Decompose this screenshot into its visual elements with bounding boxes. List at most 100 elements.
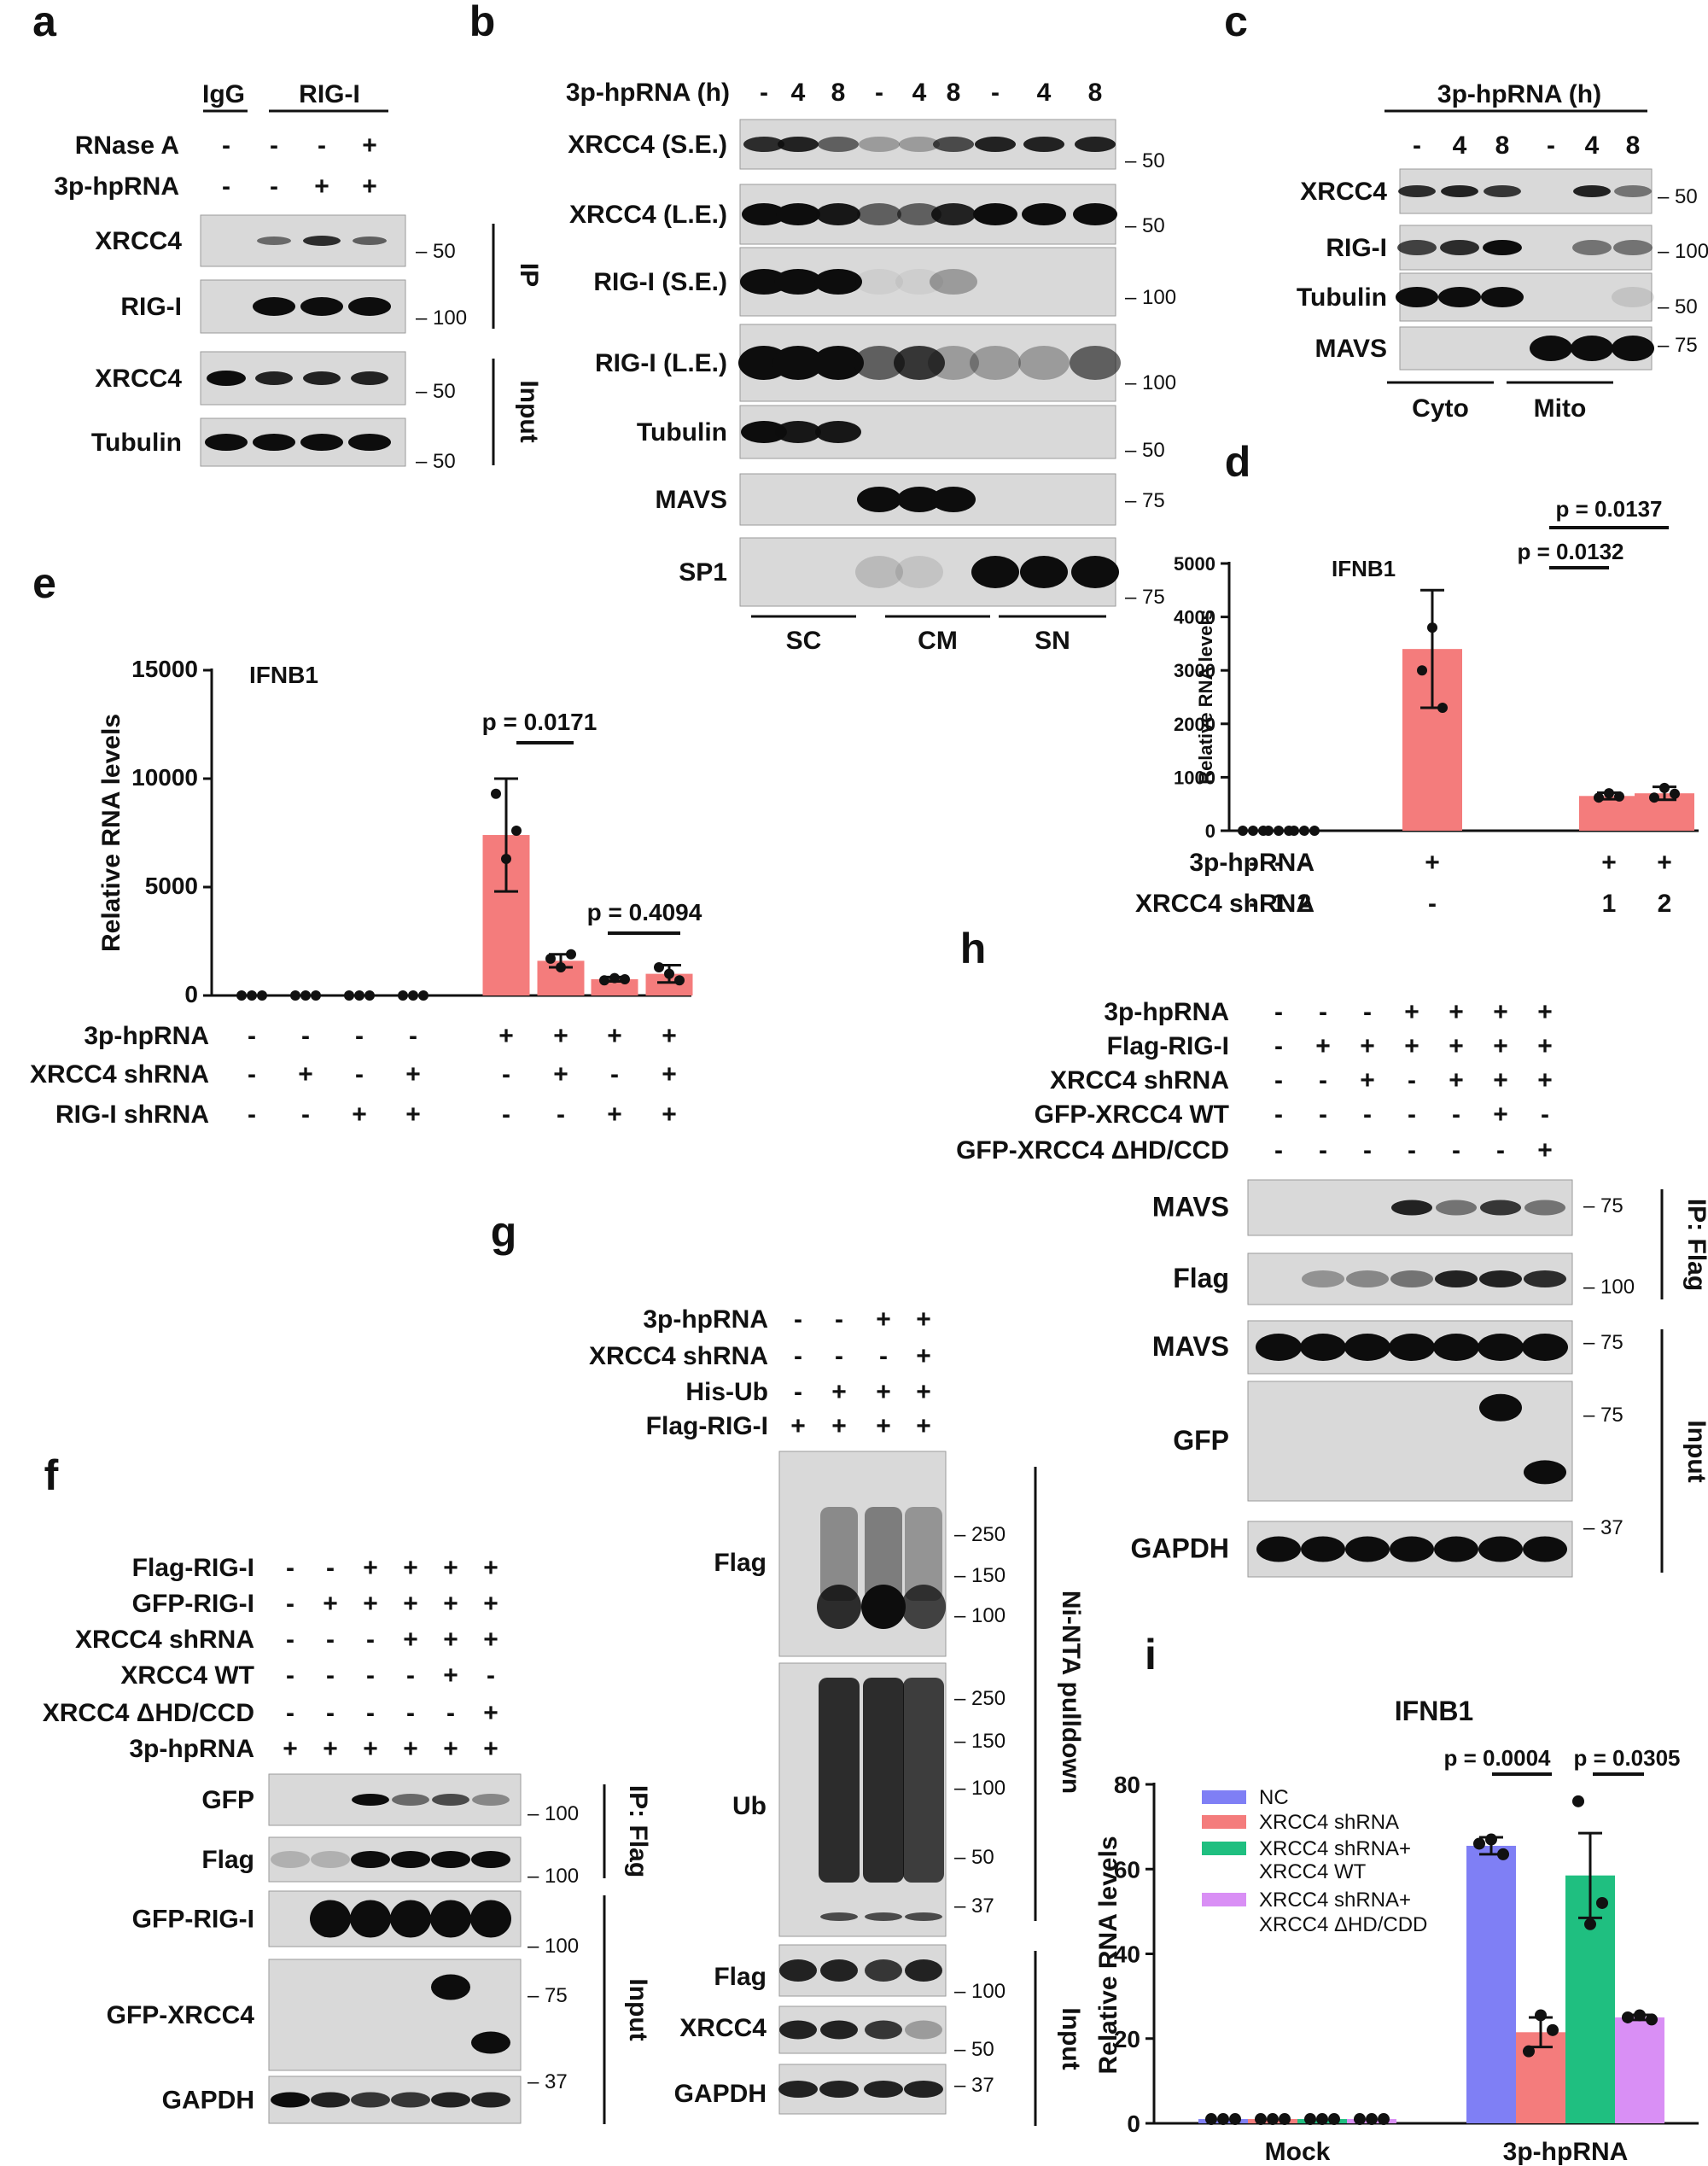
- f-1-band-1: [311, 1851, 350, 1868]
- f-blot-label-3: GFP-XRCC4: [107, 2001, 255, 2029]
- h-row-1-sign-3: +: [1404, 1032, 1419, 1060]
- b-3-band-5: [928, 346, 979, 380]
- i-title: IFNB1: [1395, 1696, 1473, 1726]
- i-pvalue-1: p = 0.0305: [1573, 1745, 1680, 1771]
- e-point-6-1: [609, 972, 620, 984]
- b-4-band-2: [815, 421, 861, 443]
- h-row-3-sign-4: -: [1452, 1101, 1460, 1129]
- e-row-2-sign-4: -: [502, 1101, 510, 1129]
- i-point-1-1-1: [1535, 2009, 1547, 2022]
- i-point-0-1-2: [1497, 1848, 1509, 1860]
- h-0-band-6: [1524, 1200, 1565, 1216]
- g-flag-smear-2: [865, 1507, 902, 1601]
- f-row-3-sign-5: -: [487, 1661, 495, 1690]
- f-row-4-sign-4: -: [446, 1699, 455, 1727]
- i-legend-swatch-2: [1202, 1842, 1246, 1855]
- h-1-band-4: [1435, 1270, 1478, 1287]
- f-row-2-sign-5: +: [483, 1626, 498, 1654]
- c-1-band-4: [1572, 240, 1612, 255]
- f-3-blot: [268, 1959, 522, 2071]
- g-4-band-1: [819, 2081, 859, 2098]
- e-point-3-1: [408, 990, 418, 1001]
- g-flag-smear-3: [905, 1507, 942, 1601]
- b-3-band-8: [1070, 346, 1121, 380]
- a-0-band-3: [353, 236, 387, 245]
- e-point-5-2: [566, 949, 576, 960]
- f-row-1-sign-5: +: [483, 1590, 498, 1618]
- f-row-5-sign-0: +: [283, 1735, 298, 1763]
- c-treatment-1: 4: [1453, 131, 1467, 160]
- d-point-0-0: [1238, 826, 1248, 836]
- h-4-band-5: [1478, 1536, 1523, 1562]
- f-row-3-sign-3: -: [406, 1661, 415, 1690]
- f-0-band-4: [432, 1794, 469, 1806]
- e-point-0-1: [247, 990, 257, 1001]
- a-1-band-2: [300, 297, 343, 316]
- d-ytick-label-1: 1000: [1174, 767, 1215, 788]
- b-0-band-4: [899, 137, 940, 152]
- b-treatment-2: 8: [831, 79, 846, 107]
- g-blot-label-2: Flag: [714, 1963, 767, 1991]
- b-treatment-1: 4: [791, 79, 806, 107]
- b-2-band-2: [814, 269, 862, 295]
- d-point-4-0: [1594, 792, 1604, 803]
- c-0-band-2: [1484, 185, 1521, 197]
- c-1-band-0: [1397, 240, 1437, 255]
- e-row-2-sign-0: -: [248, 1101, 256, 1129]
- h-4-band-2: [1345, 1536, 1390, 1562]
- i-legend-label-1: XRCC4 shRNA: [1259, 1811, 1399, 1834]
- h-row-1-sign-1: +: [1315, 1032, 1331, 1060]
- panel-letter-f: f: [44, 1451, 59, 1499]
- f-row-0-sign-2: +: [363, 1554, 378, 1582]
- b-6-band-3: [855, 556, 903, 588]
- g-ub-band-3: [905, 1912, 942, 1921]
- h-row-4-sign-6: +: [1537, 1136, 1553, 1165]
- g-3-band-3: [905, 2020, 942, 2040]
- h-row-0-sign-6: +: [1537, 998, 1553, 1026]
- g-row-1-sign-0: -: [794, 1342, 802, 1370]
- e-point-1-1: [300, 990, 311, 1001]
- a-2-band-1: [255, 371, 293, 385]
- c-marker-2: – 50: [1658, 295, 1698, 318]
- d-row-1-sign-3: -: [1428, 890, 1437, 918]
- b-treatment-label: 3p-hpRNA (h): [566, 79, 730, 107]
- g-marker-0: – 250: [954, 1523, 1006, 1546]
- i-point-3-0-0: [1354, 2113, 1366, 2126]
- f-row-3-label: XRCC4 WT: [120, 1661, 254, 1690]
- b-6-band-6: [971, 556, 1019, 588]
- f-marker-2: – 100: [528, 1935, 579, 1958]
- f-row-0-sign-5: +: [483, 1554, 498, 1582]
- i-point-3-0-1: [1366, 2113, 1378, 2126]
- i-pvalue-0: p = 0.0004: [1443, 1745, 1551, 1771]
- c-0-band-4: [1573, 185, 1611, 197]
- g-2-band-2: [865, 1959, 902, 1982]
- e-point-0-0: [236, 990, 247, 1001]
- d-ylabel: Relative RNA levels: [1195, 610, 1216, 785]
- c-blot-label-0: XRCC4: [1300, 178, 1387, 206]
- h-row-2-label: XRCC4 shRNA: [1050, 1066, 1229, 1095]
- g-row-1-label: XRCC4 shRNA: [589, 1342, 768, 1370]
- h-0-band-3: [1391, 1200, 1432, 1216]
- d-point-1-1: [1274, 826, 1284, 836]
- b-marker-2: – 100: [1125, 286, 1176, 309]
- b-1-band-8: [1073, 203, 1117, 225]
- a-header-rigi: RIG-I: [299, 80, 360, 108]
- e-row-1-sign-6: -: [610, 1060, 619, 1089]
- h-row-1-sign-0: -: [1274, 1032, 1283, 1060]
- g-row-0-label: 3p-hpRNA: [643, 1305, 768, 1334]
- h-marker-1: – 100: [1583, 1276, 1635, 1299]
- g-ub-band-2: [865, 1912, 902, 1921]
- g-marker-8: – 100: [954, 1980, 1006, 2003]
- g-blot-label-1: Ub: [732, 1792, 767, 1820]
- f-row-3-sign-1: -: [326, 1661, 335, 1690]
- f-row-4-sign-1: -: [326, 1699, 335, 1727]
- h-section-input: Input: [1682, 1420, 1708, 1482]
- d-point-3-1: [1427, 622, 1437, 633]
- d-row-0-sign-4: +: [1601, 849, 1617, 877]
- a-2-band-0: [207, 371, 246, 386]
- g-marker-6: – 50: [954, 1846, 994, 1869]
- f-section-ip: IP: Flag: [624, 1785, 652, 1877]
- c-marker-0: – 50: [1658, 185, 1698, 208]
- f-row-1-label: GFP-RIG-I: [132, 1590, 254, 1618]
